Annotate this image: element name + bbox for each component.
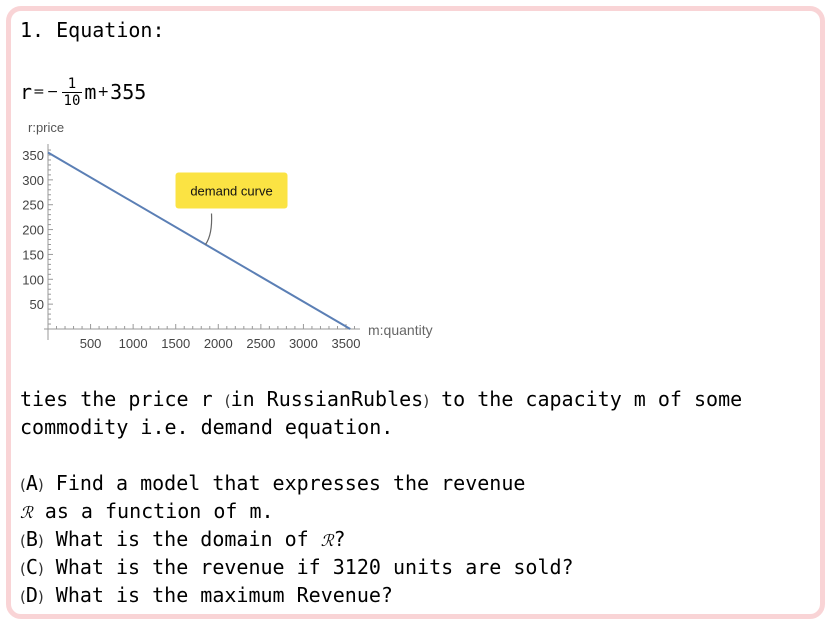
- fraction-numerator: 1: [67, 75, 77, 92]
- x-tick-label: 2000: [204, 336, 233, 351]
- description-line-1: ties the price r (in RussianRubles) to t…: [20, 387, 742, 413]
- x-tick-label: 2500: [246, 336, 275, 351]
- fraction-bar: [61, 91, 83, 93]
- y-tick-label: 100: [22, 272, 44, 287]
- paren-open: (: [20, 588, 26, 606]
- demand-chart: 500 1000 1500 2000 2500 3000 3500 50 100 150 200 25…: [22, 120, 433, 351]
- paren-open: (: [20, 532, 26, 550]
- question-b-label: B: [25, 527, 38, 551]
- problem-heading: 1. Equation:: [20, 18, 165, 42]
- equation-fraction: 1 10: [61, 75, 83, 109]
- question-a-text-2: as a function of m.: [32, 499, 274, 523]
- question-d-text: What is the maximum Revenue?: [43, 583, 393, 607]
- equation-minus: −: [46, 84, 59, 100]
- description-line-2: commodity i.e. demand equation.: [20, 415, 394, 439]
- question-a: (A) Find a model that expresses the reve…: [20, 471, 525, 497]
- equation-variable: m: [84, 80, 97, 104]
- equation-plus: +: [97, 84, 110, 100]
- y-tick-label: 350: [22, 148, 44, 163]
- paren-close: ): [37, 476, 44, 494]
- question-c-text: What is the revenue if 3120 units are so…: [43, 555, 574, 579]
- question-a-cont: ℛ as a function of m.: [20, 499, 274, 525]
- paren-close: ): [37, 560, 44, 578]
- question-c-label: C: [25, 555, 38, 579]
- annotation-leader: [205, 213, 213, 245]
- paren-open: (: [20, 560, 26, 578]
- paren-close: ): [37, 532, 44, 550]
- revenue-symbol: ℛ: [20, 503, 33, 522]
- demand-line: [47, 151, 351, 330]
- x-tick-label: 1500: [161, 336, 190, 351]
- problem-card: [6, 6, 825, 619]
- desc-text-c: to the capacity m of some: [429, 387, 743, 411]
- y-tick-label: 50: [30, 297, 44, 312]
- desc-text-a: ties the price r: [20, 387, 225, 411]
- question-d-label: D: [25, 583, 38, 607]
- annotation-text: demand curve: [190, 183, 272, 198]
- question-a-label: A: [25, 471, 38, 495]
- y-tick-label: 250: [22, 198, 44, 213]
- demand-equation: r = − 1 10 m + 355: [20, 72, 146, 112]
- x-tick-label: 500: [80, 336, 102, 351]
- y-tick-label: 200: [22, 223, 44, 238]
- question-b-end: ?: [333, 527, 346, 551]
- question-b-text: What is the domain of: [43, 527, 321, 551]
- x-axis-label: m:quantity: [368, 322, 433, 338]
- annotation-box: [175, 172, 288, 209]
- paren-close: ): [37, 588, 44, 606]
- question-a-text: Find a model that expresses the revenue: [43, 471, 526, 495]
- question-b: (B) What is the domain of ℛ?: [20, 527, 346, 553]
- y-axis-label: r:price: [28, 120, 64, 135]
- fraction-denominator: 10: [63, 92, 81, 109]
- paren-open: (: [20, 476, 26, 494]
- question-c: (C) What is the revenue if 3120 units ar…: [20, 555, 574, 581]
- desc-text-b: in RussianRubles: [230, 387, 424, 411]
- revenue-symbol: ℛ: [320, 531, 334, 550]
- x-tick-label: 3000: [289, 336, 318, 351]
- question-d: (D) What is the maximum Revenue?: [20, 583, 393, 609]
- y-tick-label: 300: [22, 173, 44, 188]
- x-tick-label: 1000: [119, 336, 148, 351]
- equation-equals: =: [33, 84, 45, 100]
- equation-lhs: r: [20, 80, 33, 104]
- paren-close: ): [423, 392, 430, 410]
- y-tick-label: 150: [22, 247, 44, 262]
- paren-open: (: [224, 392, 231, 410]
- equation-constant: 355: [110, 80, 147, 104]
- x-tick-label: 3500: [332, 336, 361, 351]
